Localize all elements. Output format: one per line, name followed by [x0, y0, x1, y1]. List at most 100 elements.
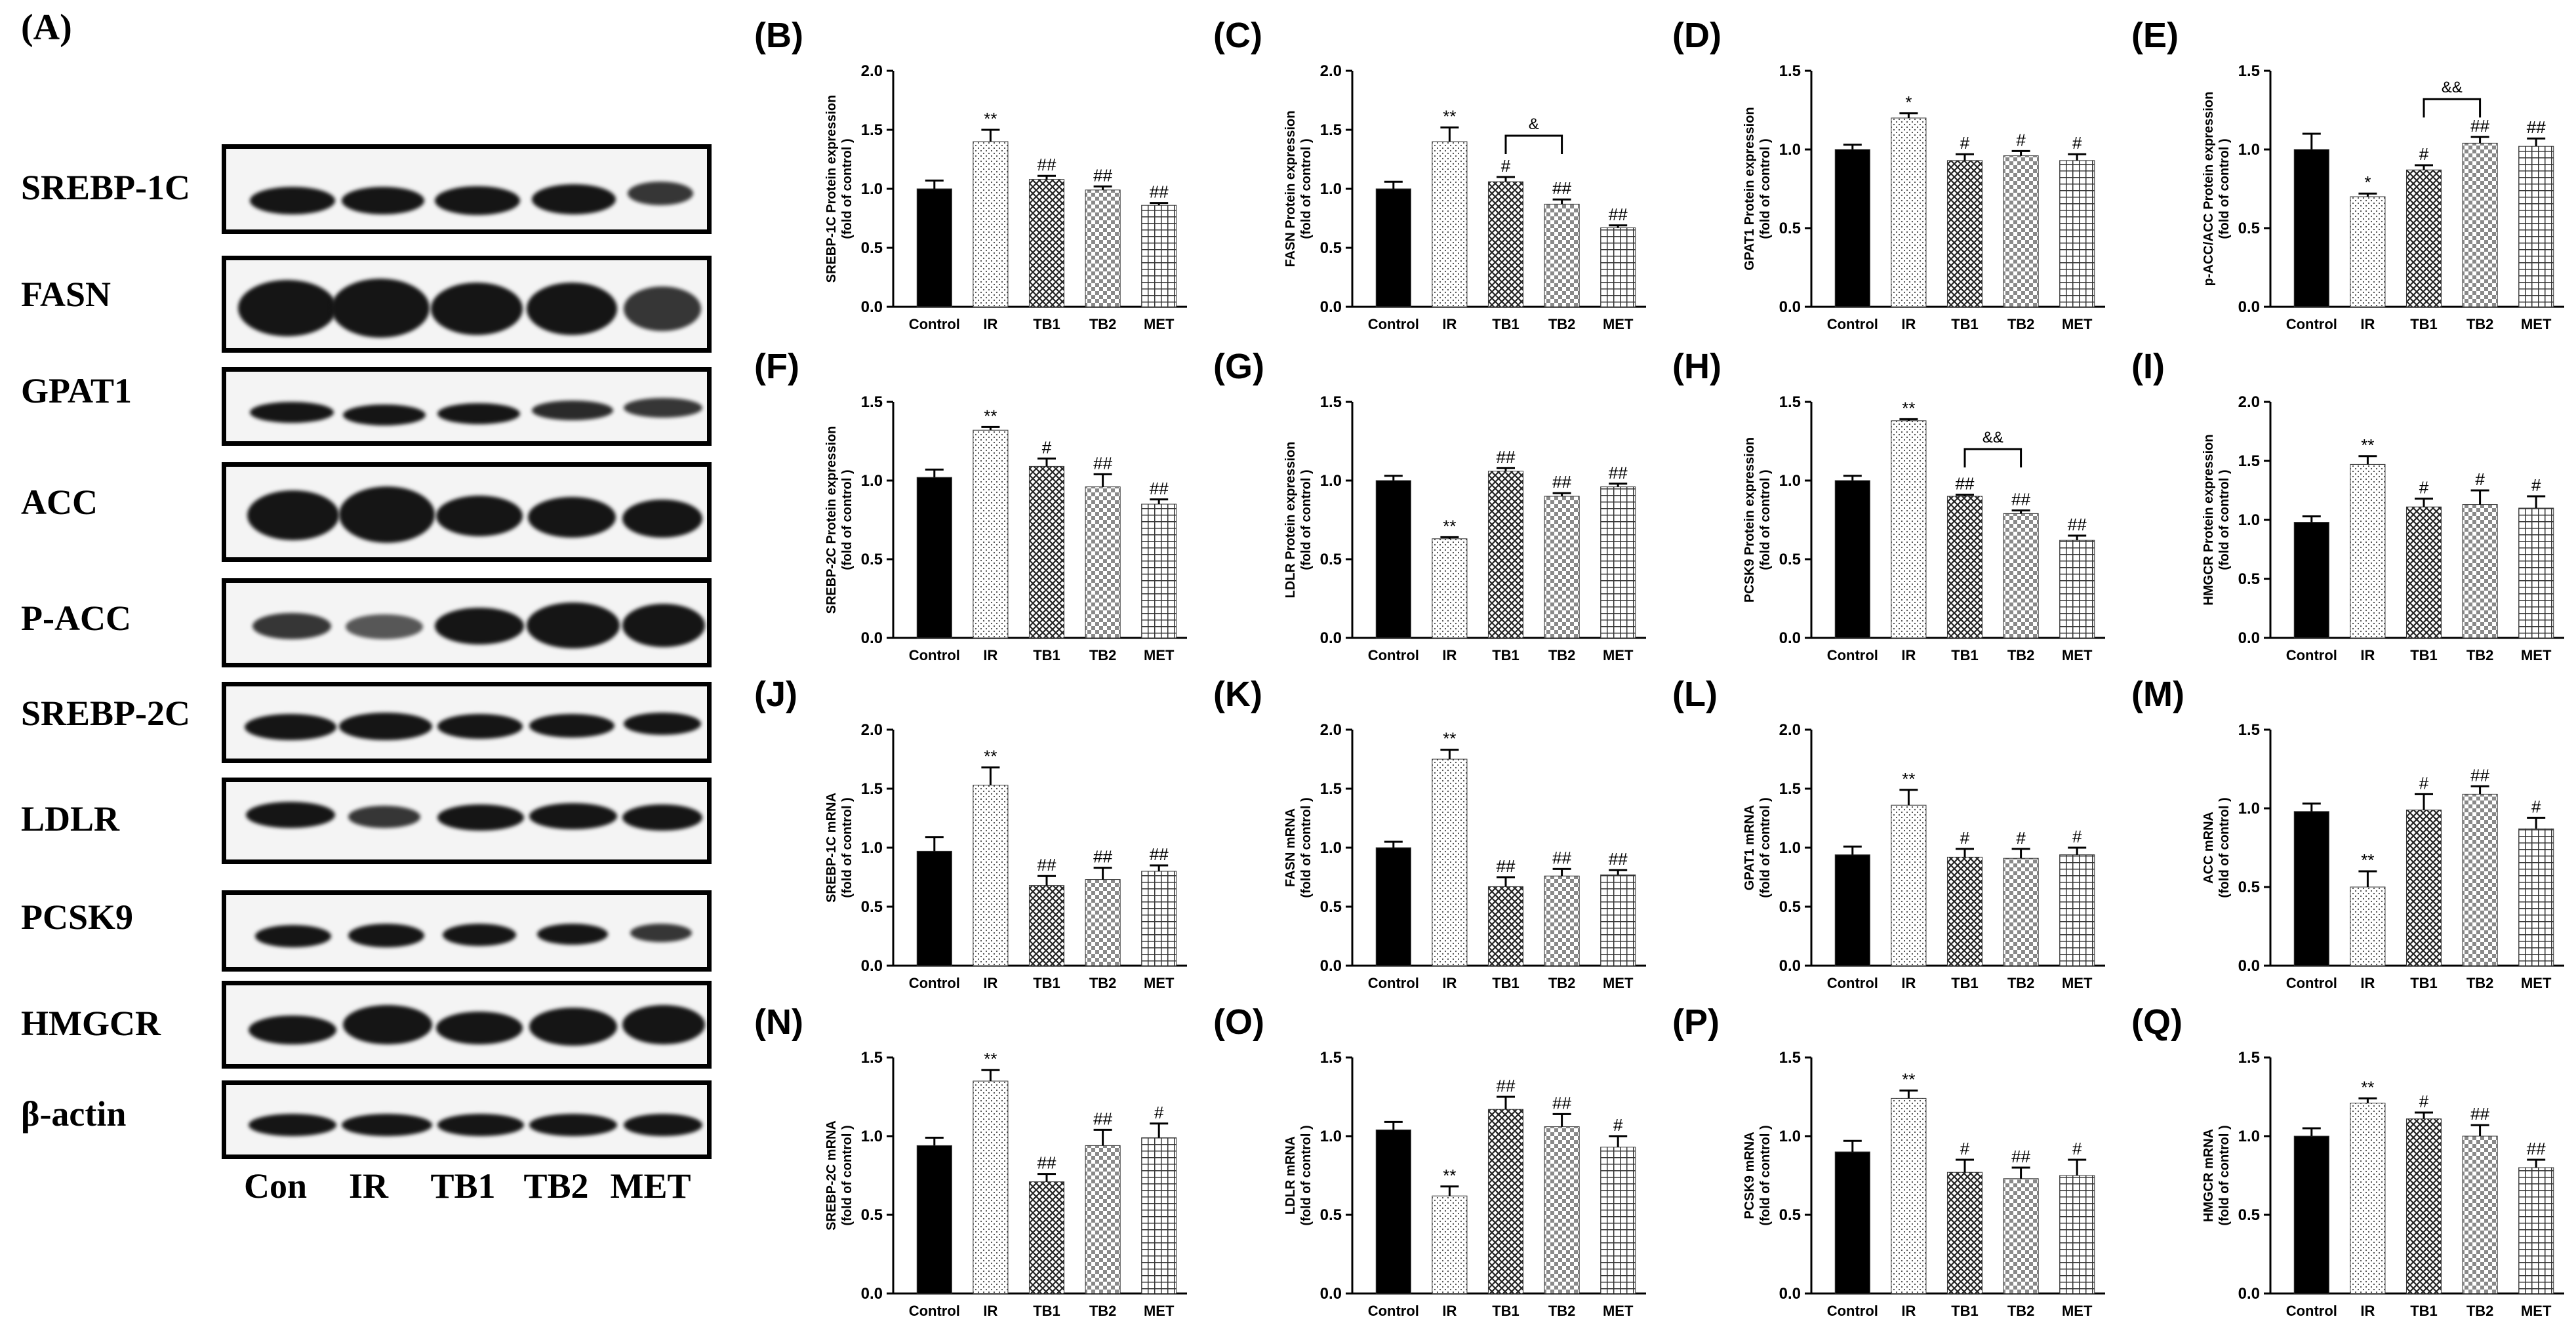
bar-ir[interactable]	[1891, 1097, 1927, 1294]
bar-tb1[interactable]	[1487, 886, 1524, 966]
bar-tb1[interactable]	[1028, 179, 1065, 307]
bar-tb1[interactable]	[1946, 160, 1983, 307]
blot-srebp2c	[222, 682, 712, 763]
x-tick-label: MET	[2521, 316, 2552, 332]
bar-tb2[interactable]	[1085, 879, 1121, 966]
bar-met[interactable]	[1141, 1137, 1177, 1294]
y-tick-label: 1.5	[861, 393, 883, 411]
bar-tb2[interactable]	[2003, 513, 2039, 639]
x-tick-label: TB1	[1033, 316, 1060, 332]
bar-tb1[interactable]	[1028, 885, 1065, 966]
bar-met[interactable]	[1600, 486, 1636, 639]
bar-tb1[interactable]	[1946, 856, 1983, 966]
bar-control[interactable]	[1375, 847, 1411, 966]
bar-tb2[interactable]	[1544, 1126, 1580, 1294]
bar-ir[interactable]	[1891, 117, 1927, 307]
bar-tb2[interactable]	[1085, 486, 1121, 639]
bar-met[interactable]	[2518, 1167, 2554, 1294]
bar-tb2[interactable]	[2003, 155, 2039, 307]
bar-control[interactable]	[2293, 522, 2329, 639]
y-tick-label: 2.0	[2238, 393, 2260, 411]
bar-tb2[interactable]	[1544, 203, 1580, 307]
blot-label-beta-actin: β-actin	[21, 1094, 127, 1134]
bar-tb2[interactable]	[1085, 1145, 1121, 1294]
bar-ir[interactable]	[1432, 1195, 1468, 1294]
bar-ir[interactable]	[973, 429, 1009, 639]
bar-ir[interactable]	[973, 785, 1009, 966]
bar-tb1[interactable]	[1028, 465, 1065, 639]
bar-ir[interactable]	[973, 1080, 1009, 1294]
bar-tb2[interactable]	[2003, 858, 2039, 966]
bar-control[interactable]	[916, 188, 952, 307]
bar-met[interactable]	[2059, 160, 2095, 307]
x-tick-label: TB1	[1951, 647, 1979, 663]
x-tick-label: MET	[2062, 1303, 2093, 1319]
bar-tb2[interactable]	[2462, 793, 2498, 966]
bar-ir[interactable]	[2350, 196, 2386, 307]
bar-control[interactable]	[916, 1145, 952, 1294]
bar-control[interactable]	[1834, 149, 1870, 307]
bar-tb2[interactable]	[1544, 496, 1580, 639]
bar-control[interactable]	[1834, 1151, 1870, 1294]
bar-tb1[interactable]	[2405, 809, 2442, 966]
bar-met[interactable]	[1600, 1147, 1636, 1294]
bar-ir[interactable]	[1891, 420, 1927, 639]
bar-control[interactable]	[2293, 811, 2329, 966]
bar-met[interactable]	[1141, 503, 1177, 639]
blot-label-p-acc: P-ACC	[21, 599, 131, 638]
bar-met[interactable]	[1141, 205, 1177, 307]
bar-control[interactable]	[1375, 480, 1411, 639]
bar-met[interactable]	[2518, 146, 2554, 307]
bar-ir[interactable]	[1432, 538, 1468, 639]
bar-tb1[interactable]	[1946, 496, 1983, 639]
bar-ir[interactable]	[1432, 141, 1468, 307]
bar-tb2[interactable]	[2003, 1178, 2039, 1294]
bar-tb2[interactable]	[2462, 1135, 2498, 1294]
bar-tb1[interactable]	[1028, 1181, 1065, 1294]
bar-control[interactable]	[1834, 480, 1870, 639]
bar-ir[interactable]	[1432, 759, 1468, 966]
bar-ir[interactable]	[2350, 464, 2386, 639]
bar-met[interactable]	[2518, 507, 2554, 639]
bar-met[interactable]	[2059, 1175, 2095, 1294]
bar-met[interactable]	[2059, 854, 2095, 966]
chart-label: (K)	[1213, 675, 1262, 714]
bar-ir[interactable]	[1891, 804, 1927, 966]
bar-tb2[interactable]	[1085, 189, 1121, 307]
x-tick-label: Control	[2286, 316, 2337, 332]
y-tick-label: 1.0	[1320, 839, 1342, 857]
bar-ir[interactable]	[2350, 1103, 2386, 1294]
bar-control[interactable]	[1375, 188, 1411, 307]
chart-c: (C) FASN Protein expression (fold of contr…	[1213, 16, 1646, 332]
bar-tb1[interactable]	[1487, 471, 1524, 639]
bar-met[interactable]	[1600, 874, 1636, 966]
bar-met[interactable]	[1141, 871, 1177, 966]
bar-met[interactable]	[1600, 227, 1636, 307]
bar-ir[interactable]	[973, 141, 1009, 307]
bar-tb1[interactable]	[1487, 181, 1524, 307]
x-tick-label: TB2	[1089, 647, 1117, 663]
bar-ir[interactable]	[2350, 886, 2386, 966]
x-tick-label: TB1	[2410, 316, 2438, 332]
bar-control[interactable]	[2293, 1135, 2329, 1294]
bar-met[interactable]	[2059, 540, 2095, 639]
bar-control[interactable]	[916, 477, 952, 639]
bar-control[interactable]	[1834, 854, 1870, 966]
x-tick-label: Control	[1368, 316, 1419, 332]
blot-p-acc	[222, 578, 712, 667]
bar-tb2[interactable]	[2462, 142, 2498, 307]
x-tick-label: IR	[2360, 316, 2375, 332]
bar-tb1[interactable]	[2405, 1118, 2442, 1294]
bar-control[interactable]	[2293, 149, 2329, 307]
bar-control[interactable]	[1375, 1129, 1411, 1294]
bar-met[interactable]	[2518, 828, 2554, 966]
bar-tb1[interactable]	[1946, 1172, 1983, 1294]
bar-control[interactable]	[916, 850, 952, 966]
bar-tb1[interactable]	[2405, 506, 2442, 639]
x-tick-label: Control	[909, 647, 960, 663]
y-tick-label: 0.0	[2238, 1285, 2260, 1303]
bar-tb1[interactable]	[2405, 169, 2442, 307]
bar-tb2[interactable]	[2462, 504, 2498, 639]
bar-tb2[interactable]	[1544, 875, 1580, 966]
bar-tb1[interactable]	[1487, 1109, 1524, 1294]
